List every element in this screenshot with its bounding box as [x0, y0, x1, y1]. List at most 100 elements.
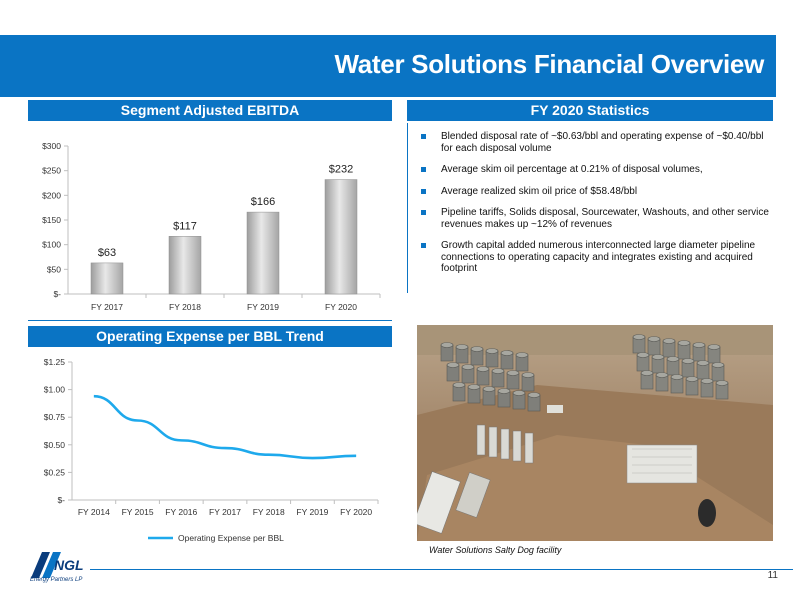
stats-item: Growth capital added numerous interconne…: [421, 240, 771, 275]
tank-top: [632, 334, 646, 340]
tank-top: [527, 392, 541, 398]
y-tick-label: $50: [47, 264, 61, 274]
opex-series-line: [93, 394, 357, 460]
stats-item: Average realized skim oil price of $58.4…: [421, 186, 771, 198]
ngl-logo: NGL: [31, 552, 84, 578]
x-tick-label: FY 2014: [78, 507, 110, 517]
stats-divider: [407, 123, 408, 293]
x-tick-label: FY 2015: [122, 507, 154, 517]
svg-text:NGL: NGL: [54, 557, 84, 573]
y-tick-label: $150: [42, 215, 61, 225]
y-tick-label: $100: [42, 240, 61, 250]
tank-top: [446, 362, 460, 368]
tank-top: [677, 340, 691, 346]
y-tick-label: $0.25: [44, 467, 66, 477]
tank-top: [662, 338, 676, 344]
tank-top: [700, 378, 714, 384]
x-tick-label: FY 2020: [340, 507, 372, 517]
legend-label: Operating Expense per BBL: [178, 533, 284, 543]
stats-item-text: Average skim oil percentage at 0.21% of …: [441, 164, 703, 175]
x-tick-label: FY 2016: [165, 507, 197, 517]
tank-top: [440, 342, 454, 348]
y-tick-label: $-: [53, 289, 61, 299]
tank-top: [500, 350, 514, 356]
tank-top: [655, 372, 669, 378]
footer-line: [90, 569, 793, 570]
segment-ebitda-header: Segment Adjusted EBITDA: [28, 100, 392, 121]
bar-fy-2017: [90, 262, 124, 295]
stats-item: Blended disposal rate of ~$0.63/bbl and …: [421, 131, 771, 154]
x-tick-label: FY 2019: [247, 302, 279, 312]
tank-top: [476, 366, 490, 372]
tank-top: [485, 348, 499, 354]
stats-item-text: Pipeline tariffs, Solids disposal, Sourc…: [441, 207, 769, 230]
stats-item-text: Blended disposal rate of ~$0.63/bbl and …: [441, 131, 764, 154]
tank-top: [506, 370, 520, 376]
page-number: 11: [767, 570, 778, 581]
x-tick-label: FY 2019: [296, 507, 328, 517]
bullet-icon: [421, 243, 426, 248]
y-tick-label: $300: [42, 141, 61, 151]
tank-top: [670, 374, 684, 380]
tank-top: [640, 370, 654, 376]
bar-data-label: $166: [251, 196, 275, 208]
tank-top: [666, 356, 680, 362]
stats-item: Pipeline tariffs, Solids disposal, Sourc…: [421, 207, 771, 230]
tank-top: [521, 372, 535, 378]
title-bar: Water Solutions Financial Overview: [0, 35, 776, 97]
tank-top: [711, 362, 725, 368]
y-tick-label: $250: [42, 166, 61, 176]
stats-item-text: Average realized skim oil price of $58.4…: [441, 185, 638, 197]
fy2020-statistics-header: FY 2020 Statistics: [407, 100, 773, 121]
tank-top: [497, 388, 511, 394]
bar-fy-2020: [324, 179, 358, 295]
tank-top: [515, 352, 529, 358]
facility-aerial-image: [417, 325, 773, 541]
tank-top: [707, 344, 721, 350]
bar-data-label: $232: [329, 164, 353, 176]
tank-top: [692, 342, 706, 348]
tank-top: [715, 380, 729, 386]
tank-top: [647, 336, 661, 342]
tank-top: [685, 376, 699, 382]
tank-top: [696, 360, 710, 366]
tank-top: [482, 386, 496, 392]
ebitda-bar-chart: $- $50 $100 $150 $200 $250 $300 $63 FY 2017 $117 F…: [42, 141, 381, 312]
tank-top: [636, 352, 650, 358]
stats-list: Blended disposal rate of ~$0.63/bbl and …: [421, 131, 771, 285]
y-tick-label: $200: [42, 190, 61, 200]
tank-top: [467, 384, 481, 390]
y-tick-label: $1.25: [44, 357, 66, 367]
facility-photo: [417, 325, 773, 541]
x-tick-label: FY 2017: [209, 507, 241, 517]
logo-tagline: Energy Partners LP: [30, 577, 83, 583]
x-tick-label: FY 2020: [325, 302, 357, 312]
bullet-icon: [421, 134, 426, 139]
bullet-icon: [421, 167, 426, 172]
chart-divider: [28, 320, 392, 321]
stats-item-text: Growth capital added numerous interconne…: [441, 240, 756, 274]
y-tick-label: $0.75: [44, 412, 66, 422]
tank-top: [452, 382, 466, 388]
y-tick-label: $0.50: [44, 440, 66, 450]
bar-data-label: $117: [173, 220, 197, 232]
tank-top: [651, 354, 665, 360]
x-tick-label: FY 2018: [169, 302, 201, 312]
bullet-icon: [421, 210, 426, 215]
bullet-icon: [421, 188, 426, 194]
bar-data-label: $63: [98, 247, 116, 259]
opex-trend-header: Operating Expense per BBL Trend: [28, 326, 392, 347]
stats-item: Average skim oil percentage at 0.21% of …: [421, 164, 771, 176]
x-tick-label: FY 2017: [91, 302, 123, 312]
opex-line-chart: $- $0.25 $0.50 $0.75 $1.00 $1.25 FY 2014 FY 201…: [44, 357, 379, 543]
x-tick-label: FY 2018: [253, 507, 285, 517]
slide-title: Water Solutions Financial Overview: [334, 49, 764, 79]
tank-top: [461, 364, 475, 370]
tank-top: [491, 368, 505, 374]
tank-top: [455, 344, 469, 350]
tank-top: [470, 346, 484, 352]
bar-fy-2018: [168, 236, 202, 295]
bar-fy-2019: [246, 211, 280, 295]
y-tick-label: $-: [57, 495, 65, 505]
photo-caption: Water Solutions Salty Dog facility: [429, 545, 562, 555]
